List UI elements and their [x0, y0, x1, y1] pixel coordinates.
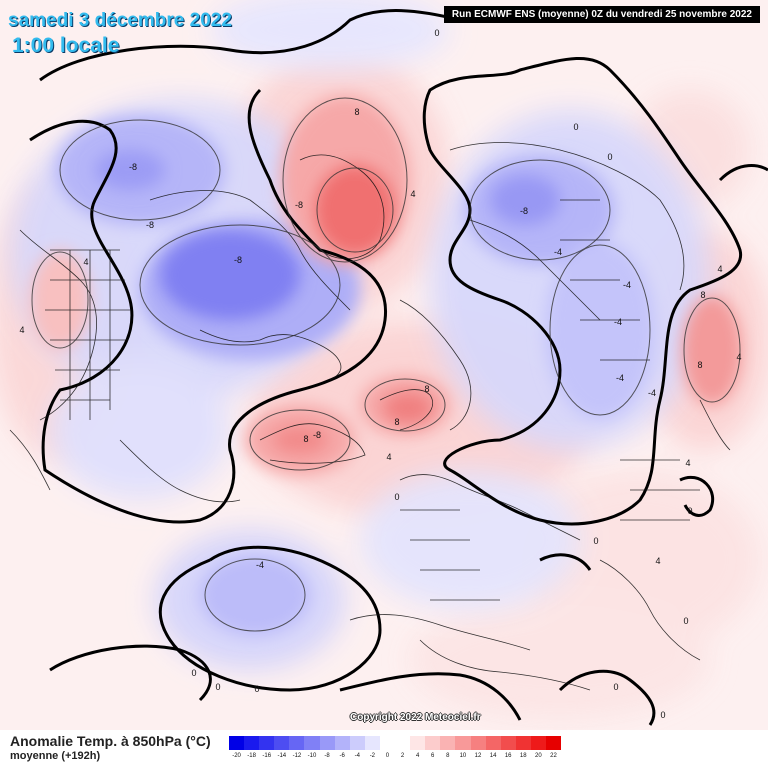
color-swatch — [515, 736, 531, 750]
color-scale-tick-label: -4 — [354, 753, 360, 759]
copyright-watermark: Copyright 2022 Meteociel.fr — [350, 712, 481, 723]
color-swatch — [319, 736, 335, 750]
contour-value-label: -4 — [648, 388, 656, 398]
contour-value-label: 0 — [613, 682, 618, 692]
anomaly-contours — [31, 97, 741, 632]
temperature-anomaly-map: 0 8 -8 -8 -8 -8 4 0 0 -8 4 4 -4 -4 4 8 4 8 -4 -4 -4 8 8 -8 8 4 4 0 0… — [0, 0, 768, 730]
color-scale-tick-label: -18 — [247, 753, 256, 759]
contour-value-label: 0 — [434, 28, 439, 38]
color-swatch — [440, 736, 456, 750]
legend-panel: Anomalie Temp. à 850hPa (°C) moyenne (+1… — [0, 730, 768, 768]
color-scale-tick-label: 12 — [474, 753, 482, 759]
color-swatch — [410, 736, 426, 750]
contour-value-label: 0 — [254, 684, 259, 694]
contour-value-label: 8 — [354, 107, 359, 117]
coastlines — [9, 142, 731, 691]
forecast-time: 1:00 locale — [12, 34, 120, 57]
forecast-date: samedi 3 décembre 2022 — [8, 10, 232, 31]
color-scale-tick-label: 10 — [459, 753, 467, 759]
color-scale-tick-label: -10 — [307, 753, 317, 759]
legend-subtitle: moyenne (+192h) — [10, 750, 101, 762]
contour-value-label: -4 — [616, 373, 624, 383]
contour-value-label: 0 — [687, 506, 692, 516]
color-scale-tick-label: -8 — [324, 753, 330, 759]
contour-value-label: 0 — [215, 682, 220, 692]
color-swatch — [485, 736, 501, 750]
zero-contours — [29, 9, 768, 726]
contour-value-label: 8 — [697, 360, 702, 370]
contour-value-label: 0 — [607, 152, 612, 162]
contour-value-label: -8 — [146, 220, 154, 230]
color-scale-ticks: -20 -18 -16 -14 -12 -10 -8 -6 -4 -2 0 2 4 6 8 10 12 14 16 1… — [229, 753, 561, 765]
color-swatch — [274, 736, 290, 750]
color-scale-tick-label: -20 — [232, 753, 241, 759]
color-swatch — [395, 736, 411, 750]
color-swatch — [455, 736, 471, 750]
contour-value-label: -8 — [295, 200, 303, 210]
color-scale-tick-label: 2 — [400, 753, 405, 759]
color-scale-tick-label: 0 — [385, 753, 390, 759]
contour-value-label: 0 — [683, 616, 688, 626]
contour-value-label: 8 — [424, 384, 429, 394]
color-scale-tick-label: 16 — [504, 753, 512, 759]
contour-value-label: 0 — [593, 536, 598, 546]
contour-value-label: -4 — [256, 560, 264, 570]
contour-value-label: 0 — [394, 492, 399, 502]
color-scale-tick-label: 14 — [489, 753, 497, 759]
color-scale-tick-label: -2 — [369, 753, 376, 759]
color-swatch — [379, 736, 396, 750]
contour-value-label: -8 — [234, 255, 242, 265]
color-scale-tick-label: 4 — [415, 753, 420, 759]
color-swatch — [334, 736, 350, 750]
contour-labels: 0 8 -8 -8 -8 -8 4 0 0 -8 4 4 -4 -4 4 8 4 8 -4 -4 -4 8 8 -8 8 4 4 0 0… — [19, 28, 741, 720]
contour-value-label: 4 — [19, 325, 24, 335]
contour-value-label: -4 — [614, 317, 622, 327]
color-swatch — [470, 736, 486, 750]
color-scale-bar — [229, 736, 562, 750]
contour-value-label: 4 — [386, 452, 391, 462]
legend-title: Anomalie Temp. à 850hPa (°C) — [10, 733, 211, 749]
color-scale-tick-label: -14 — [277, 753, 287, 759]
run-info-badge: Run ECMWF ENS (moyenne) 0Z du vendredi 2… — [443, 6, 760, 23]
color-scale-tick-label: -12 — [292, 753, 302, 759]
color-swatch — [289, 736, 305, 750]
color-scale-tick-label: 6 — [431, 753, 435, 759]
color-swatch — [244, 736, 260, 750]
contour-value-label: -4 — [554, 247, 562, 257]
contour-value-label: 4 — [410, 189, 415, 199]
contour-value-label: -8 — [129, 162, 137, 172]
contour-value-label: -4 — [623, 280, 631, 290]
color-swatch — [530, 736, 546, 750]
contour-value-label: 8 — [394, 417, 399, 427]
contour-value-label: 4 — [655, 556, 660, 566]
contour-value-label: 4 — [736, 352, 741, 362]
color-swatch — [545, 736, 562, 750]
contour-value-label: 0 — [573, 122, 578, 132]
color-swatch — [349, 736, 365, 750]
color-swatch — [259, 736, 275, 750]
color-scale-tick-label: -16 — [262, 753, 272, 759]
contour-value-label: 4 — [83, 257, 88, 267]
contour-value-label: 0 — [191, 668, 196, 678]
contour-value-label: 4 — [717, 264, 722, 274]
color-swatch — [364, 736, 380, 750]
color-swatch — [229, 736, 245, 750]
contour-value-label: 8 — [700, 290, 705, 300]
color-scale-tick-label: -6 — [339, 753, 345, 759]
contour-value-label: 8 — [303, 434, 308, 444]
color-scale-tick-label: 8 — [446, 753, 450, 759]
contour-value-label: -8 — [520, 206, 528, 216]
color-scale-tick-label: 18 — [519, 753, 527, 759]
color-swatch — [425, 736, 441, 750]
color-scale-tick-label: 20 — [535, 753, 542, 759]
color-swatch — [304, 736, 320, 750]
color-scale-tick-label: 22 — [550, 753, 557, 759]
contour-value-label: 0 — [660, 710, 665, 720]
contour-value-label: -8 — [313, 430, 321, 440]
contour-value-label: 4 — [685, 458, 690, 468]
color-swatch — [500, 736, 516, 750]
